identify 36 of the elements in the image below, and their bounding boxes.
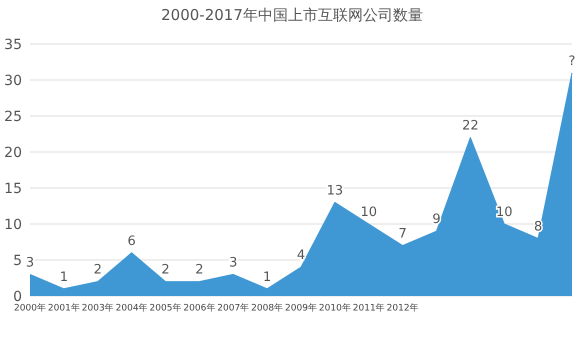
x-tick-label: 2011年	[352, 302, 385, 314]
y-tick-label: 10	[4, 216, 22, 233]
data-label: 7	[398, 226, 407, 242]
data-label: 6	[127, 234, 136, 249]
y-tick-label: 35	[4, 36, 22, 53]
y-tick-label: 20	[4, 144, 22, 161]
y-tick-label: 0	[13, 288, 22, 305]
data-label: 1	[60, 270, 68, 285]
data-label: 2	[195, 262, 204, 278]
x-tick-label: 2005年	[150, 302, 182, 314]
data-label: ?	[568, 54, 576, 69]
data-label: 2	[161, 262, 170, 278]
x-tick-label: 2003年	[82, 302, 114, 314]
data-label: 4	[296, 248, 306, 264]
data-label: 3	[26, 255, 34, 270]
x-tick-label: 2012年	[386, 302, 419, 314]
x-tick-label: 2001年	[48, 302, 80, 314]
x-tick-label: 2004年	[116, 302, 148, 314]
y-tick-label: 30	[4, 72, 22, 89]
data-label: 10	[360, 205, 378, 220]
x-tick-label: 2006年	[183, 302, 216, 314]
y-tick-label: 25	[4, 108, 22, 125]
x-tick-label: 2007年	[217, 302, 250, 314]
data-label: 1	[262, 270, 272, 285]
data-label: 13	[326, 183, 344, 198]
chart-title: 2000-2017年中国上市互联网公司数量	[160, 6, 424, 25]
x-tick-label: 2000年	[14, 302, 46, 314]
x-tick-label: 2008年	[251, 302, 284, 314]
y-tick-label: 15	[4, 180, 22, 197]
x-tick-label: 2010年	[318, 302, 351, 314]
data-label: 2	[94, 262, 102, 278]
data-label: 22	[462, 118, 479, 134]
x-tick-label: 2009年	[285, 302, 317, 314]
data-label: 3	[229, 255, 238, 270]
data-label: 9	[432, 212, 441, 228]
y-tick-label: 5	[13, 252, 22, 269]
